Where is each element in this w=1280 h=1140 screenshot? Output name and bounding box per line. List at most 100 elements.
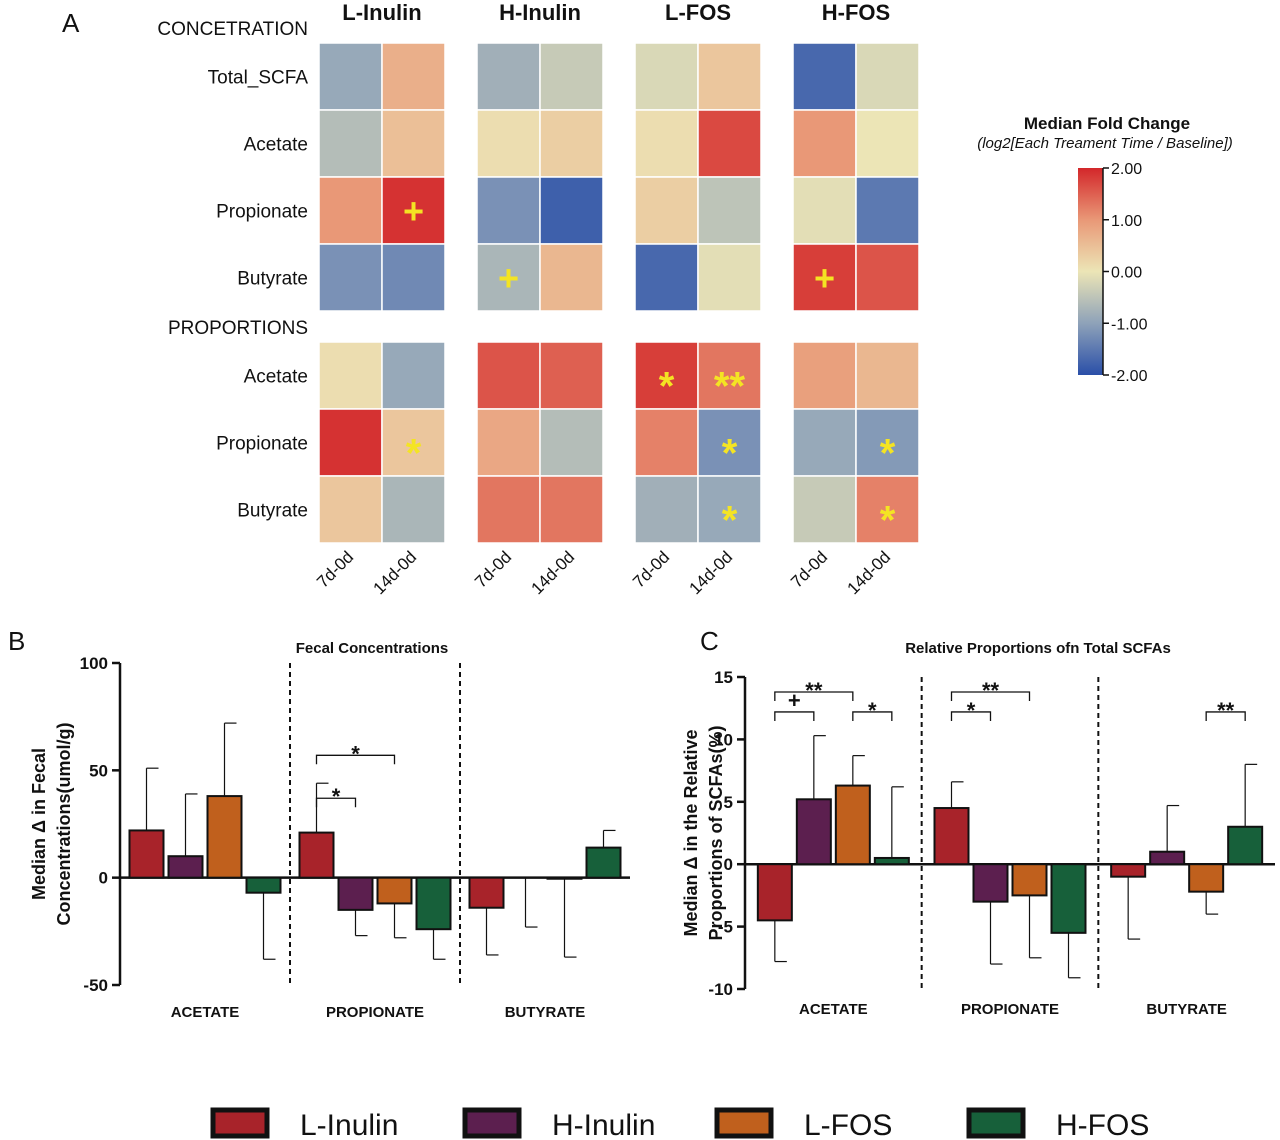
heat-cell [792, 341, 857, 410]
significance-label: * [967, 698, 976, 723]
heat-cell [855, 176, 920, 245]
heat-cell [476, 341, 541, 410]
heat-cell [634, 109, 699, 178]
bar [873, 856, 910, 866]
heat-cell [634, 176, 699, 245]
heat-cell [697, 42, 762, 111]
y-tick-label: 5 [724, 793, 733, 812]
y-tick-label: 50 [89, 761, 108, 780]
significance-mark: ** [714, 365, 746, 409]
column-label: 7d-0d [787, 547, 831, 591]
heat-cell [476, 176, 541, 245]
colorbar-tick-label: 1.00 [1111, 213, 1142, 230]
heat-cell [539, 341, 604, 410]
significance-mark: + [814, 258, 835, 299]
heat-cell [539, 408, 604, 477]
heat-cell [697, 408, 762, 477]
heat-cell [318, 475, 383, 544]
row-label: Butyrate [237, 269, 308, 290]
bar [1050, 863, 1087, 934]
y-tick-label: 0 [99, 869, 108, 888]
legend-label: L-FOS [804, 1109, 892, 1140]
heat-cell [697, 243, 762, 312]
significance-mark: * [880, 432, 896, 476]
heat-cell [792, 42, 857, 111]
panel-letter: A [62, 8, 80, 38]
heat-cell [476, 109, 541, 178]
row-label: Butyrate [237, 501, 308, 522]
row-label: Acetate [244, 135, 308, 156]
bar [1110, 863, 1147, 878]
legend-label: H-FOS [1056, 1109, 1149, 1140]
x-tick-label: BUTYRATE [505, 1004, 586, 1021]
significance-mark: * [722, 432, 738, 476]
heat-cell [318, 42, 383, 111]
row-label: Total_SCFA [208, 68, 309, 89]
group-title: H-FOS [822, 0, 890, 25]
row-label: Acetate [244, 367, 308, 388]
significance-bracket [774, 711, 815, 721]
heat-cell [792, 475, 857, 544]
significance-label: * [332, 784, 341, 809]
significance-bracket [774, 691, 854, 701]
bar [376, 876, 413, 905]
bar [206, 795, 243, 879]
legend-swatch [966, 1107, 1026, 1139]
significance-label: ** [982, 678, 1000, 703]
heat-cell [318, 176, 383, 245]
colorbar-tick-label: 2.00 [1111, 161, 1142, 178]
bar [415, 876, 452, 931]
bar [337, 876, 374, 911]
column-label: 7d-0d [471, 547, 515, 591]
bar [795, 798, 832, 866]
heat-cell [539, 475, 604, 544]
bar [1188, 863, 1225, 893]
heat-cell [792, 408, 857, 477]
y-axis-label: Median Δ in the Relative [681, 730, 701, 937]
group-title: L-Inulin [342, 0, 421, 25]
legend-swatch [714, 1107, 774, 1139]
x-tick-label: ACETATE [171, 1004, 240, 1021]
significance-label: * [351, 741, 360, 766]
column-label: 14d-0d [369, 547, 420, 598]
colorbar-title: Median Fold Change [1024, 114, 1190, 133]
bar [298, 831, 335, 879]
y-axis-label: Proportions of SCFAs(%) [706, 725, 726, 940]
heat-cell [381, 243, 446, 312]
legend-swatch [462, 1107, 522, 1139]
bar [1011, 863, 1048, 897]
heat-cell [381, 341, 446, 410]
significance-label: ** [805, 678, 823, 703]
heat-cell [539, 176, 604, 245]
heat-cell [855, 109, 920, 178]
x-tick-label: BUTYRATE [1146, 1001, 1227, 1018]
bar [585, 846, 622, 879]
group-title: H-Inulin [499, 0, 581, 25]
y-tick-label: -50 [83, 976, 108, 995]
heat-cell [792, 109, 857, 178]
heat-cell [381, 176, 446, 245]
bar [1149, 850, 1186, 866]
x-tick-label: ACETATE [799, 1001, 868, 1018]
significance-bracket [315, 754, 396, 765]
heat-cell [792, 176, 857, 245]
heat-cell [697, 109, 762, 178]
heat-cell [381, 408, 446, 477]
significance-mark: + [403, 191, 424, 232]
heat-cell [855, 243, 920, 312]
x-tick-label: PROPIONATE [961, 1001, 1059, 1018]
heat-cell [697, 475, 762, 544]
row-label: Propionate [216, 434, 308, 455]
significance-bracket [1205, 711, 1246, 721]
heat-cell [855, 475, 920, 544]
column-label: 14d-0d [527, 547, 578, 598]
heat-cell [634, 42, 699, 111]
y-tick-label: 0 [724, 855, 733, 874]
significance-bracket [950, 691, 1031, 701]
section-label: PROPORTIONS [168, 318, 308, 339]
heat-cell [855, 42, 920, 111]
significance-label: * [868, 698, 877, 723]
significance-mark: * [659, 365, 675, 409]
bar [546, 876, 583, 880]
